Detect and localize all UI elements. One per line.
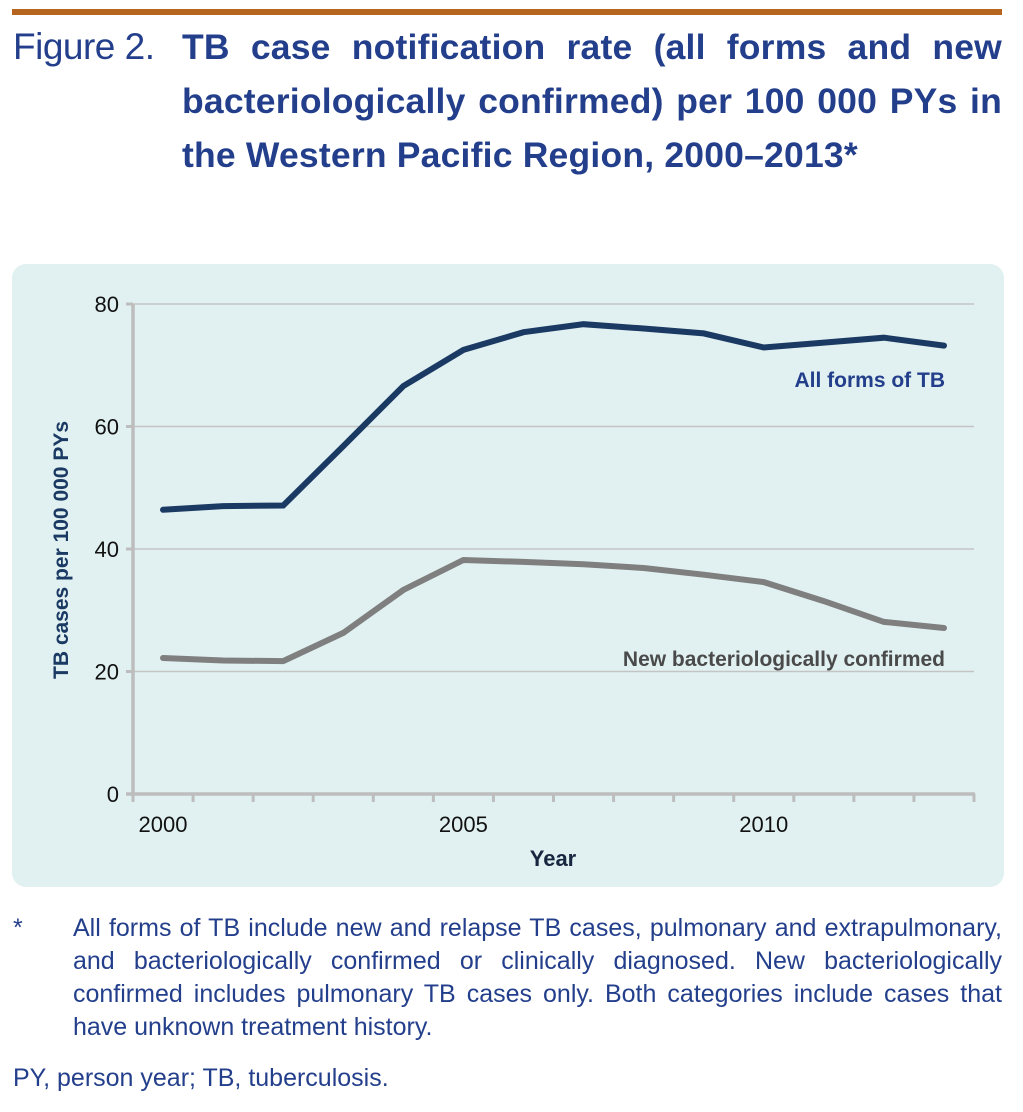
y-tick-label: 40: [95, 537, 119, 562]
y-tick-label: 0: [107, 782, 119, 807]
chart-panel: [12, 264, 1004, 887]
series-label-all-forms: All forms of TB: [795, 369, 946, 392]
y-tick-label: 80: [95, 292, 119, 317]
abbreviations-note: PY, person year; TB, tuberculosis.: [13, 1064, 389, 1092]
x-tick-label: 2005: [439, 812, 488, 837]
y-tick-labels: 0 20 40 60 80: [95, 292, 119, 807]
top-accent-rule: [12, 9, 1002, 15]
x-tick-label: 2000: [139, 812, 188, 837]
figure-label: Figure 2.: [13, 26, 155, 67]
y-tick-label: 20: [95, 660, 119, 685]
series-line-new-bacteriologically-confirmed: [160, 556, 947, 665]
series-line-all-forms: [160, 321, 947, 513]
figure-title: TB case notification rate (all forms and…: [182, 27, 1002, 175]
gridlines: [133, 303, 974, 673]
footnote-text: All forms of TB include new and relapse …: [73, 914, 1002, 1041]
series-label-new-bacteriologically-confirmed: New bacteriologically confirmed: [623, 648, 945, 671]
footnote-marker: *: [13, 914, 23, 942]
y-axis-label: TB cases per 100 000 PYs: [50, 421, 73, 679]
y-tick-label: 60: [95, 415, 119, 440]
x-axis-label: Year: [530, 846, 577, 871]
series-lines: [160, 321, 947, 665]
x-tick-label: 2010: [739, 812, 788, 837]
x-tick-labels: 2000 2005 2010: [139, 812, 789, 837]
axes: [126, 302, 976, 802]
